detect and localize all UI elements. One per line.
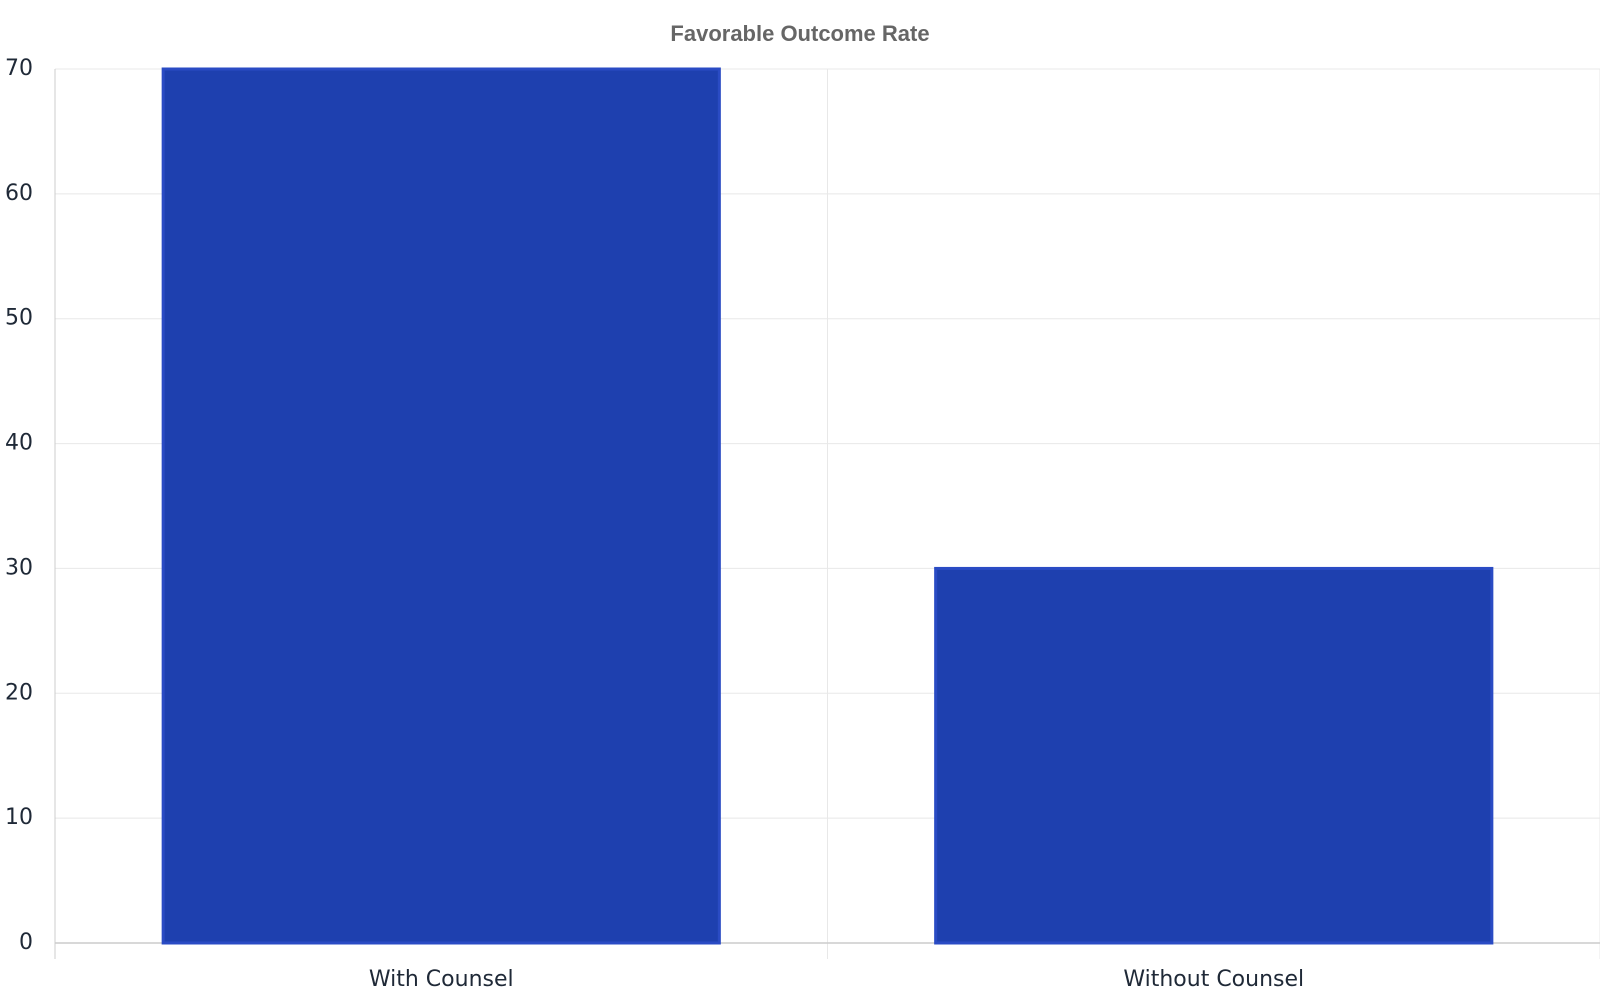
bar [934,566,1494,945]
y-tick-label: 30 [5,555,33,580]
y-tick-label: 50 [5,306,33,331]
y-tick-label: 70 [5,56,33,81]
y-tick-label: 20 [5,680,33,705]
y-tick-label: 40 [5,431,33,456]
bar [161,67,721,945]
y-tick-label: 0 [19,930,33,955]
y-tick-label: 60 [5,181,33,206]
x-tick-label: With Counsel [369,967,514,992]
y-tick-label: 10 [5,805,33,830]
chart-title: Favorable Outcome Rate [670,21,929,46]
x-tick-label: Without Counsel [1123,967,1304,992]
